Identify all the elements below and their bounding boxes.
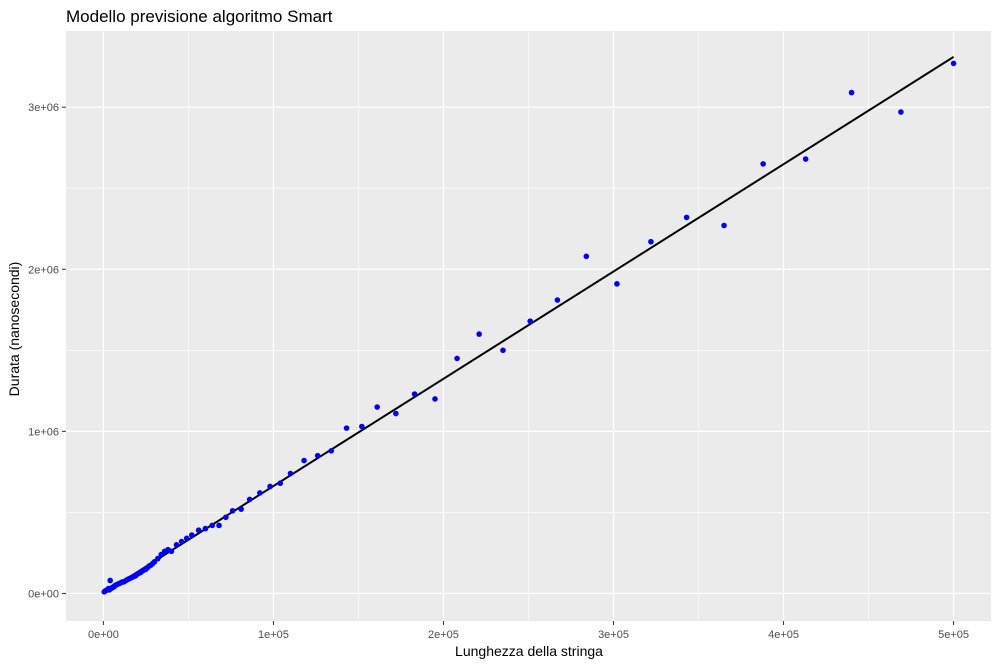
data-point (257, 490, 263, 496)
data-point (178, 538, 185, 545)
x-tick-label: 4e+05 (768, 629, 799, 641)
data-point (314, 452, 321, 459)
grid-major (66, 31, 991, 621)
data-point (155, 555, 161, 562)
data-point (648, 238, 654, 245)
data-point (721, 222, 727, 229)
data-point (527, 318, 534, 324)
y-tick-label: 3e+06 (28, 102, 59, 114)
data-point (898, 109, 904, 115)
data-point (287, 470, 294, 477)
fit-line-layer (102, 56, 955, 595)
data-point (277, 480, 284, 487)
data-point (500, 347, 506, 354)
data-point (202, 525, 209, 532)
data-point (238, 506, 244, 512)
data-point (246, 496, 253, 503)
data-point (216, 522, 222, 529)
data-point (760, 161, 766, 167)
y-axis-title: Durata (nanosecondi) (6, 262, 22, 397)
y-tick-label: 0e+00 (28, 588, 59, 600)
data-point (476, 331, 482, 337)
data-point (343, 425, 350, 431)
data-point (107, 577, 114, 584)
data-point (432, 396, 438, 402)
data-point (168, 548, 175, 555)
y-tick-label: 2e+06 (28, 264, 59, 276)
data-point (374, 404, 380, 410)
data-point (223, 514, 229, 521)
data-point (683, 214, 690, 221)
x-axis: 0e+00 1e+05 2e+05 3e+05 4e+05 5e+05 (88, 621, 969, 641)
data-point (848, 89, 855, 96)
chart-title: Modello previsione algoritmo Smart (66, 7, 333, 26)
data-point (359, 423, 365, 430)
fit-line (102, 56, 955, 595)
x-tick-label: 0e+00 (88, 629, 119, 641)
x-tick-label: 2e+05 (428, 629, 459, 641)
data-point (802, 156, 809, 162)
data-point (189, 532, 195, 538)
data-point (614, 281, 620, 287)
data-point (454, 355, 460, 362)
data-point (328, 448, 335, 454)
x-tick-label: 5e+05 (938, 629, 969, 641)
y-tick-label: 1e+06 (28, 426, 59, 438)
data-point (195, 527, 202, 534)
data-point (301, 457, 307, 464)
data-point (393, 410, 399, 417)
x-tick-label: 3e+05 (598, 629, 629, 641)
x-axis-title: Lunghezza della stringa (455, 643, 603, 659)
data-point (209, 522, 216, 529)
x-tick-label: 1e+05 (258, 629, 289, 641)
data-point (583, 253, 590, 260)
data-point (554, 297, 561, 303)
y-axis: 0e+00 1e+06 2e+06 3e+06 (28, 102, 66, 600)
data-point (411, 391, 418, 397)
data-point (229, 507, 236, 514)
data-point (267, 483, 273, 490)
data-point (950, 60, 957, 67)
data-point (173, 542, 180, 548)
data-point (183, 535, 190, 542)
data-points (101, 60, 957, 595)
